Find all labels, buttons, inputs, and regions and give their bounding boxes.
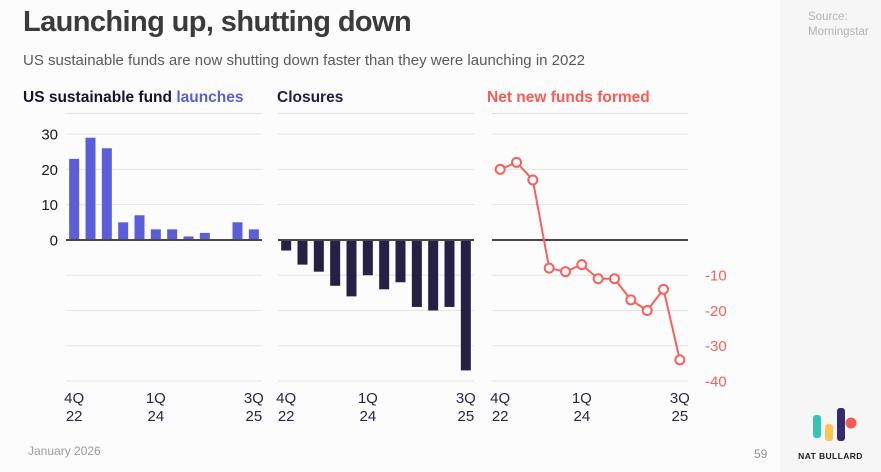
point-net-2Q23 [527,174,539,186]
x-axis-tick: 25 [671,408,688,425]
brand-name: NAT BULLARD [798,451,863,461]
slide-canvas: Launching up, shutting down US sustainab… [23,6,768,461]
x-axis-tick: 1Q [146,390,166,407]
point-net-1Q24 [576,259,588,271]
x-axis-tick: 1Q [358,390,378,407]
x-axis-tick: 22 [66,408,83,425]
bar-launches-2Q25 [232,222,243,240]
x-axis-tick: 4Q [276,390,296,407]
y-axis-tick-right: -10 [705,268,727,285]
bar-closures-2Q24 [379,239,390,290]
bar-launches-1Q23 [85,137,96,240]
y-axis-tick: 10 [41,197,58,214]
chart-closures: 4Q 22 1Q 24 3Q 25 [276,113,478,438]
bar-closures-1Q23 [297,239,308,265]
point-net-1Q23 [511,156,522,168]
bar-launches-2Q24 [167,229,178,240]
bar-closures-1Q25 [428,239,439,311]
y-axis-tick: 20 [41,162,58,179]
bar-closures-4Q24 [411,239,422,307]
brand-block: NAT BULLARD [780,400,881,461]
source-label: Source: [808,11,848,23]
x-axis-tick: 3Q [456,390,476,407]
bar-launches-4Q22 [69,158,80,240]
panel-title-net: Net new funds formed [487,89,650,106]
net-line [499,161,681,361]
brand-logo-icon [812,408,856,441]
point-net-3Q23 [543,262,555,274]
x-axis-tick: 24 [147,408,164,425]
point-net-4Q24 [625,294,637,306]
x-axis-tick: 22 [278,408,295,425]
bar-closures-4Q23 [346,239,357,297]
bar-launches-3Q25 [248,229,259,240]
point-net-1Q25 [641,304,653,316]
y-axis-tick-right: -40 [705,374,727,391]
chart-net: -10 -20 -30 -40 4Q 22 1Q 24 3Q 25 [487,113,742,438]
bar-launches-3Q24 [183,236,194,240]
x-axis-tick: 4Q [64,390,84,407]
bar-closures-3Q24 [395,239,406,283]
panel-title-launches: US sustainable fund launches [23,89,244,107]
bar-launches-4Q23 [134,215,145,240]
bar-closures-2Q23 [313,239,324,272]
bar-closures-2Q25 [444,239,455,307]
x-axis-tick: 3Q [244,390,264,407]
source-value: Morningstar [808,26,869,38]
source-note: Source: Morningstar [808,10,869,40]
y-axis-tick: 30 [41,127,58,144]
y-axis-tick-right: -20 [705,303,727,320]
panel-title-closures: Closures [277,89,344,106]
point-net-3Q25 [674,354,686,366]
point-net-4Q23 [560,266,571,278]
sidebar: Source: Morningstar NAT BULLARD [780,0,881,472]
y-axis-tick: 0 [50,232,58,249]
page-number: 59 [754,447,768,461]
point-net-2Q25 [658,283,669,295]
bar-closures-3Q25 [460,239,471,371]
footer-date: January 2026 [28,444,101,458]
bar-launches-3Q23 [118,222,129,240]
x-axis-tick: 25 [457,408,474,425]
point-net-2Q24 [592,273,604,285]
y-axis-tick-right: -30 [705,338,727,355]
page-title: Launching up, shutting down [23,6,412,38]
bar-launches-4Q24 [199,232,210,240]
x-axis-tick: 24 [359,408,376,425]
x-axis-tick: 4Q [490,390,510,407]
bar-closures-4Q22 [281,239,292,251]
point-net-4Q22 [494,163,506,175]
point-net-3Q24 [609,273,620,285]
x-axis-tick: 3Q [670,390,690,407]
x-axis-tick: 22 [492,408,509,425]
panel-title-launches-prefix: US sustainable fund [23,89,177,106]
bar-launches-1Q24 [150,229,161,240]
x-axis-tick: 25 [245,408,262,425]
page-subtitle: US sustainable funds are now shutting do… [23,52,586,69]
bar-closures-1Q24 [362,239,373,276]
bar-closures-3Q23 [330,239,341,286]
chart-launches: 30 20 10 0 4Q 22 1Q 24 3Q 25 [23,113,273,438]
x-axis-tick: 24 [573,408,590,425]
panel-title-launches-accent: launches [176,89,244,106]
bar-launches-2Q23 [101,148,112,240]
x-axis-tick: 1Q [572,390,592,407]
